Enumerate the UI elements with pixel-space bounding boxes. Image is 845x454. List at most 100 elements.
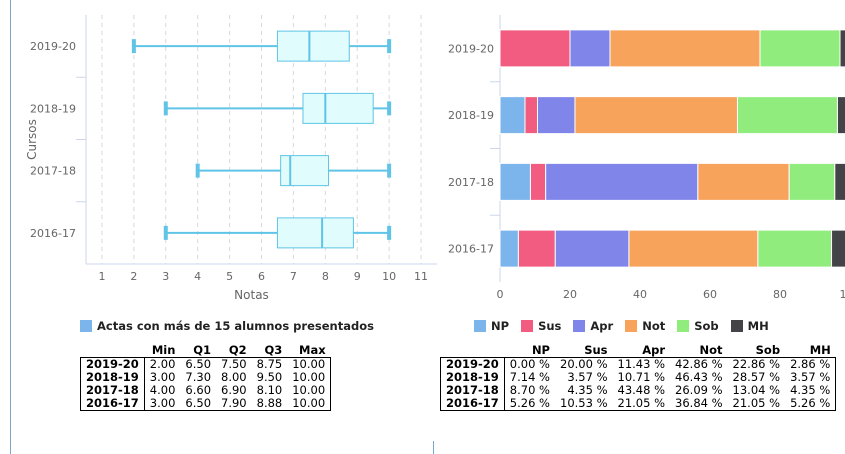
boxplot-chart: 1 2 3 4 5 6 7 8 9 10 11 Notas Cursos 2019-20 2018-19 20… [25, 15, 437, 302]
row-header: 2017-18 [440, 384, 505, 397]
table-cell: 10.00 [287, 371, 332, 384]
table-cell: 46.43 % [675, 370, 723, 384]
table-cell: 4.00 [149, 383, 176, 397]
table-cell: 2.86 % [785, 357, 837, 371]
legend-item-sus[interactable]: Sus [521, 319, 561, 333]
table-row: 2017-18 4.00 6.60 6.90 8.10 10.00 [80, 383, 332, 397]
table-cell: 20.00 % [555, 357, 613, 371]
table-cell: 10.71 % [617, 370, 666, 384]
bar-segment-np [499, 96, 526, 135]
x-tick-label: 6 [258, 270, 265, 283]
column-header: NP [531, 343, 550, 357]
table-cell: 4.35 % [567, 383, 608, 397]
table-cell: 3.57 % [785, 371, 837, 384]
table-cell: 3.00 [144, 397, 181, 411]
y-tick-label: 2018-19 [30, 102, 76, 115]
legend-item-mh[interactable]: MH [730, 319, 769, 333]
bar-segment-sus [529, 162, 547, 201]
table-cell: 28.57 % [732, 370, 781, 384]
table-cell: 8.70 % [509, 383, 550, 397]
legend-swatch [573, 320, 586, 332]
x-tick-label: 80 [773, 288, 787, 301]
legend-label: Actas con más de 15 alumnos presentados [97, 319, 374, 333]
table-cell: 2.00 [144, 357, 181, 371]
table-row: 2019-20 2.00 6.50 7.50 8.75 10.00 [80, 357, 332, 371]
table-cell: 7.90 [216, 397, 252, 411]
grades-percent-table: NP Sus Apr Not Sob MH 2019-20 0.00 % 20.00 % 11.… [440, 343, 837, 411]
bar-segment-not [628, 229, 759, 268]
x-tick-label: 60 [703, 288, 717, 301]
row-header: 2016-17 [440, 397, 505, 411]
column-header: Q2 [228, 343, 247, 357]
row-header: 2017-18 [80, 384, 145, 397]
table-row: 2016-17 3.00 6.50 7.90 8.88 10.00 [80, 397, 332, 411]
boxplot-legend[interactable]: Actas con más de 15 alumnos presentados [80, 319, 374, 333]
y-tick-label: 2017-18 [448, 176, 494, 189]
column-header: Q3 [264, 343, 283, 357]
table-cell: 21.05 % [612, 397, 671, 411]
table-cell: 7.50 [216, 357, 252, 371]
legend-swatch [677, 320, 690, 332]
legend-label: Sus [538, 319, 562, 333]
bar-segment-mh [839, 29, 845, 68]
legend-swatch [521, 320, 534, 332]
legend-item-np[interactable]: NP [474, 319, 509, 333]
row-header: 2018-19 [80, 371, 145, 384]
stacked-bar-chart: 0 20 40 60 80 100 2019-20 2018-19 2017-18 2016-17 [448, 15, 845, 301]
table-cell: 10.00 [287, 357, 332, 371]
bar-segment-apr [536, 96, 576, 135]
table-cell: 5.26 % [785, 397, 837, 411]
bar-segment-np [499, 162, 531, 201]
bar-segment-sus [499, 29, 571, 68]
y-tick-label: 2016-17 [30, 227, 76, 240]
legend-swatch [474, 320, 486, 332]
x-tick-label: 1 [98, 270, 105, 283]
table-row: 2016-17 5.26 % 10.53 % 21.05 % 36.84 % 21.05 … [440, 397, 837, 411]
bar-segment-mh [836, 96, 845, 135]
y-axis-title: Cursos [25, 119, 39, 160]
table-cell: 8.10 [256, 383, 283, 397]
x-tick-label: 40 [633, 288, 647, 301]
y-tick-label: 2019-20 [448, 42, 494, 55]
x-tick-label: 7 [290, 270, 297, 283]
column-header: Sus [584, 343, 608, 357]
table-cell: 7.14 % [509, 370, 550, 384]
x-tick-label: 2 [130, 270, 137, 283]
column-header: Sob [755, 343, 781, 357]
table-cell: 13.04 % [732, 383, 781, 397]
bar-segment-sob [788, 162, 836, 201]
boxplot-stats-table: Min Q1 Q2 Q3 Max 2019-20 2.00 6.50 7.50 8.75 10.0… [80, 343, 332, 411]
bar-segment-apr [545, 162, 699, 201]
y-tick-label: 2017-18 [30, 165, 76, 178]
legend-item-sob[interactable]: Sob [677, 319, 719, 333]
bar-segment-not [697, 162, 790, 201]
bar-segment-sob [759, 29, 841, 68]
column-header: MH [809, 343, 831, 357]
x-tick-label: 8 [322, 270, 329, 283]
legend-item-apr[interactable]: Apr [573, 319, 613, 333]
bar-segment-not [609, 29, 761, 68]
table-cell: 26.09 % [675, 383, 723, 397]
bar-segment-apr [569, 29, 611, 68]
table-cell: 22.86 % [727, 357, 786, 371]
bar-segment-sus [524, 96, 538, 135]
x-tick-label: 10 [382, 270, 396, 283]
x-tick-label: 5 [226, 270, 233, 283]
table-cell: 7.30 [185, 370, 212, 384]
legend-label: Apr [590, 319, 614, 333]
legend-label: Not [642, 319, 666, 333]
box-iqr [276, 30, 350, 62]
row-header: 2018-19 [440, 371, 505, 384]
table-cell: 36.84 % [670, 397, 728, 411]
legend-item-not[interactable]: Not [625, 319, 665, 333]
table-cell: 43.48 % [617, 383, 666, 397]
bar-segment-mh [831, 229, 845, 268]
bar-segment-mh [834, 162, 845, 201]
table-cell: 6.60 [185, 383, 212, 397]
table-cell: 9.50 [256, 370, 283, 384]
x-tick-label: 4 [194, 270, 201, 283]
legend-label: MH [747, 319, 769, 333]
box-iqr [276, 217, 354, 249]
x-tick-label: 9 [354, 270, 361, 283]
legend-swatch [80, 320, 92, 332]
